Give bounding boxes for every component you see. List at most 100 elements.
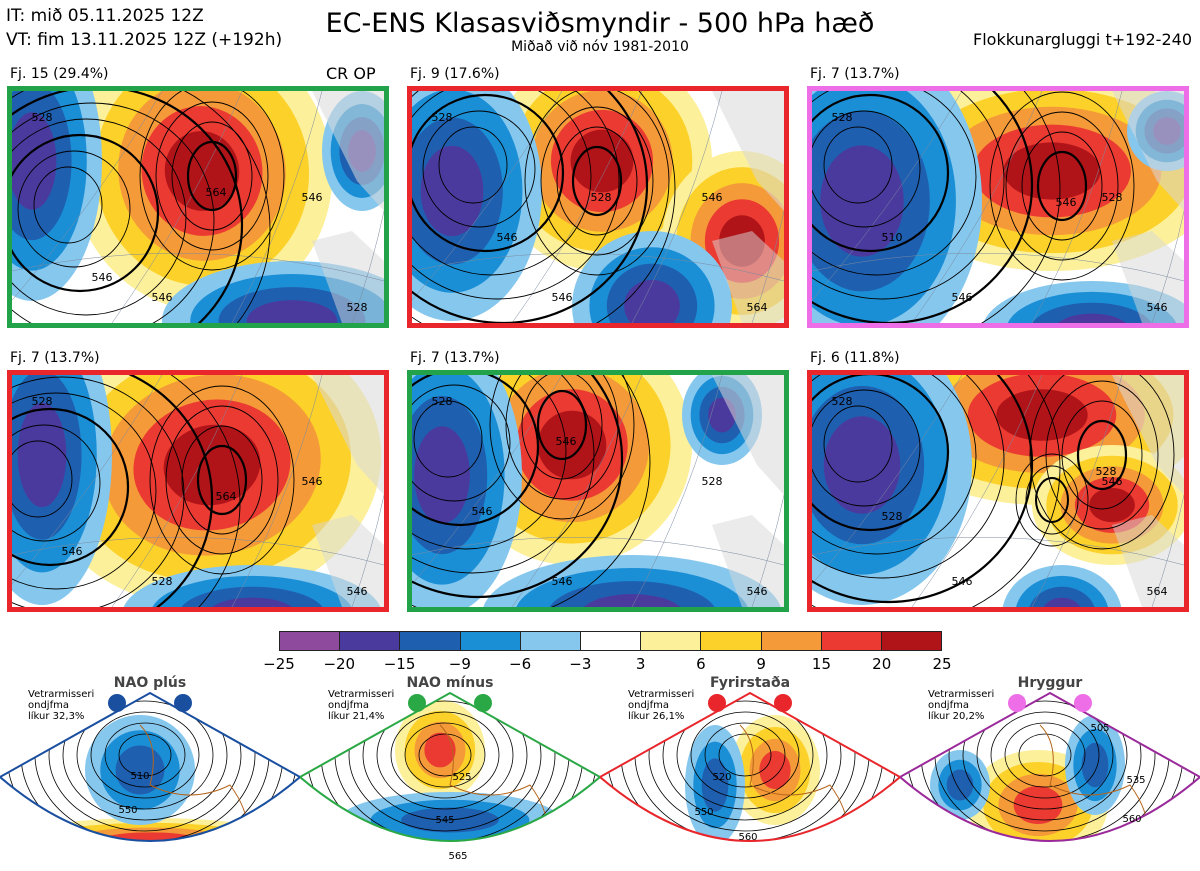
anomaly-shading <box>1032 302 1152 323</box>
height-contour <box>812 110 921 228</box>
cluster-map-6: 528 528 528 546 546 564 <box>807 370 1189 612</box>
anomaly-shading <box>1013 785 1063 825</box>
contour-label: 546 <box>62 545 83 558</box>
height-contour <box>412 91 592 276</box>
contour-label: 560 <box>738 832 757 843</box>
height-contour <box>155 101 269 251</box>
land-shading <box>712 515 784 607</box>
contour-label: 546 <box>1102 475 1123 488</box>
panel-4-label: Fj. 7 (13.7%) <box>10 350 100 366</box>
height-contour <box>540 106 654 256</box>
anomaly-colorbar <box>279 631 942 651</box>
regime-marker-dot <box>774 694 792 712</box>
regime-note: Vetrarmisseri ondjfma líkur 20,2% <box>928 689 994 722</box>
anomaly-shading <box>1043 597 1081 607</box>
height-contour <box>1015 453 1089 547</box>
colorbar-tick: −9 <box>448 655 471 673</box>
regime-note-line: Vetrarmisseri <box>928 689 995 700</box>
height-contour <box>556 126 638 236</box>
height-contour <box>962 693 1128 821</box>
height-contour <box>128 375 214 607</box>
graticule-line <box>351 494 384 607</box>
graticule-line <box>1151 210 1184 323</box>
contour-label: 546 <box>702 191 723 204</box>
regime-probability: líkur 32,3% <box>28 711 85 722</box>
regime-note-line: ondjfma <box>328 700 369 711</box>
contour-label: 528 <box>32 395 53 408</box>
contour-label: 528 <box>832 111 853 124</box>
regime-ridge-map: 505 535 560 <box>900 691 1200 842</box>
height-contour <box>489 375 635 520</box>
height-contour <box>33 166 103 244</box>
regime-note: Vetrarmisseri ondjfma líkur 21,4% <box>328 689 394 722</box>
anomaly-shading <box>1029 586 1095 607</box>
contour-label: 546 <box>1056 196 1077 209</box>
regime-note-line: ondjfma <box>28 700 69 711</box>
cluster-map-1-plot: 528 546 564 546 546 528 <box>12 91 384 323</box>
height-contour <box>981 91 1061 323</box>
height-contour <box>1005 111 1119 261</box>
regime-marker-dot <box>708 694 726 712</box>
graticule-line <box>911 375 1043 607</box>
height-contour <box>990 711 1100 799</box>
contour-label: 560 <box>1122 814 1141 825</box>
graticule-line <box>631 91 723 323</box>
contour-label: 546 <box>347 585 368 598</box>
land-shading <box>312 91 384 211</box>
cluster-map-1: 528 546 564 546 546 528 <box>7 86 389 328</box>
anomaly-shading <box>115 745 165 795</box>
cluster-map-2: 528 546 528 546 546 564 <box>407 86 789 328</box>
height-contour <box>165 405 279 555</box>
contour-label: 528 <box>432 395 453 408</box>
contour-label: 528 <box>1102 191 1123 204</box>
height-contour <box>390 711 500 799</box>
colorbar-swatch <box>641 632 702 650</box>
page-title: EC-ENS Klasasviðsmyndir - 500 hPa hæð <box>325 8 875 39</box>
height-contour <box>76 700 214 810</box>
height-contour <box>823 405 893 483</box>
graticule-line <box>111 375 243 607</box>
land-shading <box>312 375 384 495</box>
height-contour <box>662 693 828 821</box>
colorbar-tick: 15 <box>811 655 831 673</box>
height-contour <box>412 91 649 323</box>
regime-note: Vetrarmisseri ondjfma líkur 32,3% <box>28 689 94 722</box>
cluster-map-4: 528 546 564 528 546 546 <box>7 370 389 612</box>
regime-marker-dot <box>1074 694 1092 712</box>
height-contour <box>648 693 842 832</box>
contour-label: 528 <box>432 111 453 124</box>
regime-name: Fyrirstaða <box>709 675 791 691</box>
init-time: IT: mið 05.11.2025 12Z <box>6 6 204 26</box>
colorbar-tick: 20 <box>872 655 892 673</box>
anomaly-shading <box>583 594 681 607</box>
height-contour <box>412 91 620 300</box>
height-contour <box>104 722 186 788</box>
colorbar-swatch <box>881 632 942 650</box>
anomaly-shading <box>537 410 607 480</box>
contour-label: 546 <box>552 575 573 588</box>
height-contour <box>1004 722 1086 788</box>
page-subtitle: Miðað við nóv 1981-2010 <box>511 39 689 55</box>
height-contour <box>348 693 542 832</box>
graticule-line <box>812 252 1184 282</box>
height-contour <box>812 91 1005 300</box>
land-shading <box>1112 375 1184 495</box>
colorbar-swatch <box>701 632 762 650</box>
colorbar-swatch <box>761 632 822 650</box>
height-contour <box>90 711 200 799</box>
anomaly-shading <box>17 402 67 508</box>
contour-label: 546 <box>302 191 323 204</box>
contour-label: 535 <box>1126 775 1145 786</box>
contour-label: 546 <box>556 435 577 448</box>
contour-label: 528 <box>591 191 612 204</box>
contour-label: 564 <box>1147 585 1168 598</box>
panel-3-label: Fj. 7 (13.7%) <box>810 66 900 82</box>
regime-probability: líkur 21,4% <box>328 711 385 722</box>
land-shading <box>712 91 784 211</box>
contour-label: 546 <box>302 475 323 488</box>
height-contour <box>412 93 565 253</box>
height-contour <box>536 389 588 461</box>
contour-label: 565 <box>448 851 467 862</box>
panel-6-label: Fj. 6 (11.8%) <box>810 350 900 366</box>
regime-marker-dot <box>408 694 426 712</box>
